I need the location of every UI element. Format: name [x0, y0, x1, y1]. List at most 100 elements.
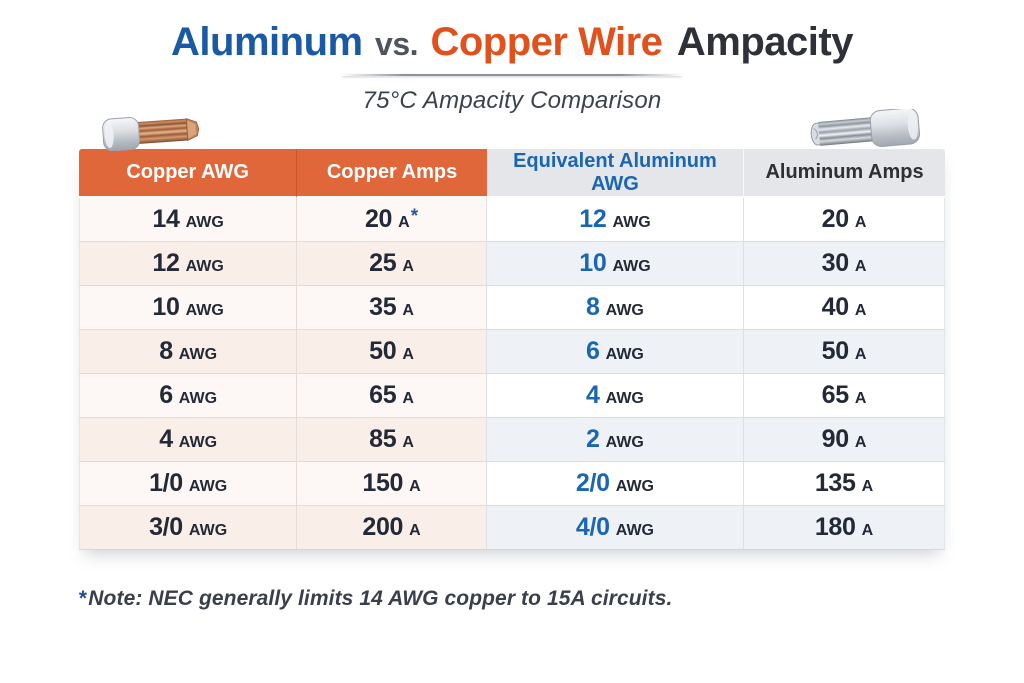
aluminum-amps-cell: 135 A	[744, 462, 945, 506]
awg-unit: AWG	[605, 390, 644, 407]
aluminum-awg-cell: 8 AWG	[486, 286, 745, 330]
amps-unit: A	[409, 478, 421, 495]
copper-awg-cell: 6 AWG	[79, 374, 298, 418]
copper-awg-value: 1/0	[149, 469, 183, 497]
awg-unit: AWG	[188, 478, 228, 495]
amps-unit: A	[854, 346, 867, 363]
aluminum-awg-cell: 4 AWG	[486, 374, 745, 418]
copper-amps-cell: 65 A	[297, 374, 487, 418]
copper-awg-value: 10	[152, 293, 180, 321]
awg-unit: AWG	[178, 390, 218, 407]
copper-amps-value: 200	[362, 513, 404, 541]
aluminum-awg-value: 4/0	[575, 513, 610, 541]
title-copper-wire: Copper Wire	[430, 20, 663, 64]
copper-amps-value: 50	[369, 337, 397, 365]
aluminum-awg-value: 6	[586, 337, 600, 365]
header-copper-amps: Copper Amps	[297, 149, 487, 198]
copper-awg-cell: 14 AWG	[79, 198, 298, 242]
table-row: 6 AWG 65 A 4 AWG 65 A	[79, 374, 945, 418]
footnote: *Note: NEC generally limits 14 AWG coppe…	[78, 587, 1024, 611]
title-divider	[342, 74, 682, 76]
aluminum-amps-value: 135	[814, 469, 856, 497]
amps-unit: A	[854, 390, 867, 407]
awg-unit: AWG	[178, 346, 218, 363]
aluminum-amps-cell: 40 A	[744, 286, 945, 330]
page-title: Aluminum vs. Copper Wire Ampacity	[0, 0, 1024, 65]
aluminum-amps-value: 40	[821, 293, 850, 321]
awg-unit: AWG	[615, 478, 654, 495]
awg-unit: AWG	[178, 434, 218, 451]
aluminum-amps-value: 90	[821, 425, 850, 453]
aluminum-amps-cell: 20 A	[744, 198, 945, 242]
copper-amps-value: 35	[369, 293, 397, 321]
aluminum-amps-value: 180	[814, 513, 856, 541]
aluminum-awg-cell: 4/0 AWG	[486, 506, 745, 550]
copper-amps-value: 150	[362, 469, 404, 497]
aluminum-awg-cell: 10 AWG	[486, 242, 745, 286]
copper-amps-cell: 150 A	[297, 462, 487, 506]
aluminum-awg-value: 12	[579, 205, 607, 233]
copper-amps-value: 65	[369, 381, 397, 409]
table-row: 14 AWG 20 A* 12 AWG 20 A	[79, 198, 945, 242]
aluminum-awg-value: 2/0	[575, 469, 610, 497]
aluminum-awg-value: 2	[586, 425, 600, 453]
copper-awg-value: 6	[159, 381, 173, 409]
copper-awg-value: 12	[152, 249, 180, 277]
copper-awg-cell: 1/0 AWG	[79, 462, 298, 506]
copper-awg-cell: 12 AWG	[79, 242, 298, 286]
copper-amps-cell: 35 A	[297, 286, 487, 330]
copper-amps-cell: 200 A	[297, 506, 487, 550]
header-aluminum-amps: Aluminum Amps	[744, 149, 945, 198]
ampacity-table-container: Copper AWG Copper Amps Equivalent Alumin…	[79, 109, 945, 550]
amps-unit: A	[402, 258, 414, 275]
amps-unit: A	[854, 434, 867, 451]
awg-unit: AWG	[185, 214, 224, 231]
aluminum-amps-value: 65	[821, 381, 850, 409]
copper-awg-cell: 3/0 AWG	[79, 506, 298, 550]
copper-awg-cell: 8 AWG	[79, 330, 298, 374]
awg-unit: AWG	[605, 346, 644, 363]
awg-unit: AWG	[612, 258, 651, 275]
title-vs: vs.	[375, 26, 419, 62]
copper-amps-cell: 50 A	[297, 330, 487, 374]
awg-unit: AWG	[605, 434, 644, 451]
copper-wire-icon	[102, 117, 200, 151]
awg-unit: AWG	[185, 302, 224, 319]
aluminum-amps-value: 50	[821, 337, 850, 365]
copper-amps-cell: 20 A*	[297, 198, 487, 242]
awg-unit: AWG	[188, 522, 228, 539]
amps-unit: A	[402, 302, 414, 319]
table-row: 1/0 AWG 150 A 2/0 AWG 135 A	[79, 462, 945, 506]
header-copper-awg: Copper AWG	[79, 149, 298, 198]
amps-unit: A	[402, 434, 414, 451]
header-aluminum-awg: Equivalent Aluminum AWG	[486, 149, 745, 198]
awg-unit: AWG	[185, 258, 224, 275]
copper-amps-value: 20	[364, 205, 393, 233]
table-row: 3/0 AWG 200 A 4/0 AWG 180 A	[79, 506, 945, 550]
aluminum-awg-value: 8	[586, 293, 600, 321]
subtitle: 75°C Ampacity Comparison	[362, 87, 662, 114]
footnote-star: *	[78, 587, 87, 610]
amps-unit: A	[409, 522, 421, 539]
title-ampacity: Ampacity	[676, 20, 854, 64]
aluminum-amps-cell: 50 A	[744, 330, 945, 374]
aluminum-amps-cell: 90 A	[744, 418, 945, 462]
aluminum-wire-icon	[810, 109, 921, 147]
amps-unit: A	[398, 214, 410, 231]
aluminum-awg-cell: 2 AWG	[486, 418, 745, 462]
aluminum-amps-cell: 30 A	[744, 242, 945, 286]
aluminum-awg-value: 4	[586, 381, 600, 409]
table-row: 8 AWG 50 A 6 AWG 50 A	[79, 330, 945, 374]
amps-unit: A	[861, 478, 874, 495]
footnote-text: Note: NEC generally limits 14 AWG copper…	[88, 587, 673, 610]
table-row: 12 AWG 25 A 10 AWG 30 A	[79, 242, 945, 286]
aluminum-awg-cell: 6 AWG	[486, 330, 745, 374]
copper-awg-cell: 4 AWG	[79, 418, 298, 462]
awg-unit: AWG	[615, 522, 654, 539]
copper-awg-value: 4	[159, 425, 173, 453]
title-aluminum: Aluminum	[171, 20, 363, 64]
table-header-row: Copper AWG Copper Amps Equivalent Alumin…	[79, 149, 945, 198]
aluminum-amps-cell: 65 A	[744, 374, 945, 418]
copper-amps-value: 25	[369, 249, 397, 277]
aluminum-amps-value: 20	[821, 205, 850, 233]
